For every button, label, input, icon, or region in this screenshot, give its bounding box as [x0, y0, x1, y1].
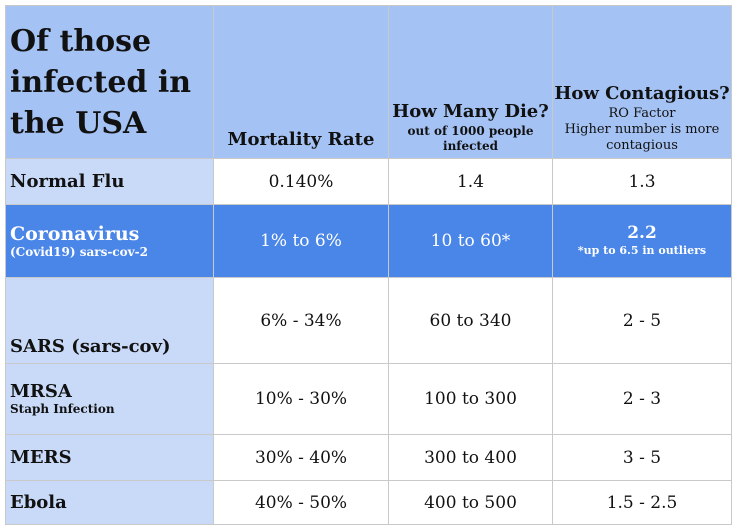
comparison-table: Of those infected in the USA Mortality R…	[5, 5, 732, 525]
contagious-cell: 2.2 *up to 6.5 in outliers	[552, 204, 732, 278]
contagious-value: 2.2	[627, 223, 657, 243]
col-header-mortality-label: Mortality Rate	[227, 129, 375, 150]
contagious-cell: 2 - 5	[552, 277, 732, 364]
col-header-deaths: How Many Die? out of 1000 people infecte…	[388, 5, 553, 159]
col-header-deaths-sub: out of 1000 people infected	[407, 124, 534, 153]
table-row: Normal Flu 0.140% 1.4 1.3	[5, 158, 732, 205]
row-label: Ebola	[5, 480, 214, 525]
table-row: MERS 30% - 40% 300 to 400 3 - 5	[5, 434, 732, 481]
col-header-contagious-sub2: Higher number is more contagious	[564, 122, 720, 153]
deaths-cell: 1.4	[388, 158, 553, 205]
contagious-note: *up to 6.5 in outliers	[577, 244, 707, 257]
mortality-cell: 6% - 34%	[213, 277, 389, 364]
row-label: Coronavirus (Covid19) sars-cov-2	[5, 204, 214, 278]
col-header-mortality: Mortality Rate	[213, 5, 389, 159]
mortality-cell: 40% - 50%	[213, 480, 389, 525]
table-row-highlighted: Coronavirus (Covid19) sars-cov-2 1% to 6…	[5, 204, 732, 278]
contagious-cell: 2 - 3	[552, 363, 732, 435]
col-header-deaths-label: How Many Die?	[392, 101, 549, 122]
table-title: Of those infected in the USA	[5, 5, 214, 159]
row-label: SARS (sars-cov)	[5, 277, 214, 364]
row-label: MRSA Staph Infection	[5, 363, 214, 435]
deaths-cell: 10 to 60*	[388, 204, 553, 278]
row-label-name: MRSA	[10, 381, 72, 402]
mortality-cell: 30% - 40%	[213, 434, 389, 481]
table-row: SARS (sars-cov) 6% - 34% 60 to 340 2 - 5	[5, 277, 732, 364]
table-row: MRSA Staph Infection 10% - 30% 100 to 30…	[5, 363, 732, 435]
col-header-contagious-label: How Contagious?	[554, 83, 730, 104]
deaths-cell: 60 to 340	[388, 277, 553, 364]
mortality-cell: 0.140%	[213, 158, 389, 205]
deaths-cell: 300 to 400	[388, 434, 553, 481]
contagious-cell: 3 - 5	[552, 434, 732, 481]
col-header-contagious: How Contagious? RO Factor Higher number …	[552, 5, 732, 159]
contagious-cell: 1.3	[552, 158, 732, 205]
mortality-cell: 1% to 6%	[213, 204, 389, 278]
deaths-cell: 400 to 500	[388, 480, 553, 525]
row-label: MERS	[5, 434, 214, 481]
header-row: Of those infected in the USA Mortality R…	[5, 5, 732, 159]
table-row: Ebola 40% - 50% 400 to 500 1.5 - 2.5	[5, 480, 732, 525]
contagious-cell: 1.5 - 2.5	[552, 480, 732, 525]
row-label-sub: Staph Infection	[10, 402, 115, 416]
row-label: Normal Flu	[5, 158, 214, 205]
deaths-cell: 100 to 300	[388, 363, 553, 435]
row-label-sub: (Covid19) sars-cov-2	[10, 244, 148, 259]
mortality-cell: 10% - 30%	[213, 363, 389, 435]
row-label-name: Coronavirus	[10, 222, 140, 245]
col-header-contagious-sub1: RO Factor	[608, 106, 676, 121]
